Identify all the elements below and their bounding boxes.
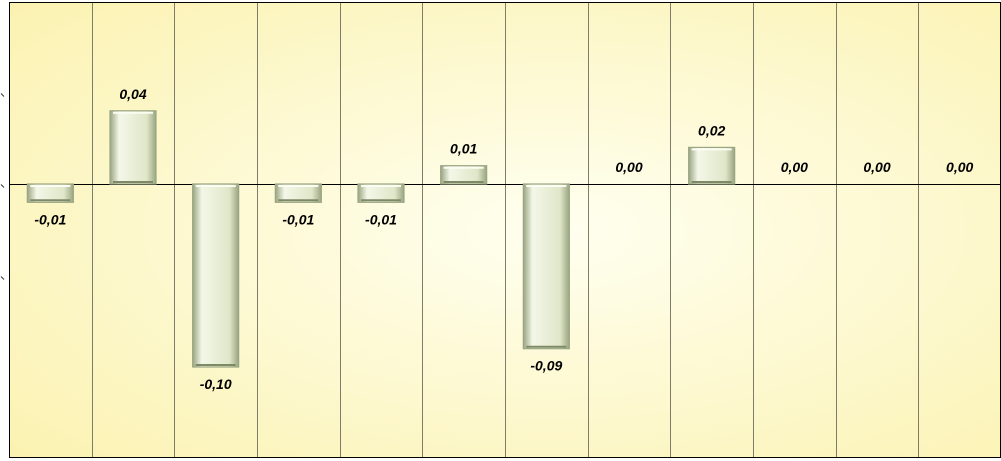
y-axis-ticks [0,93,5,280]
bar [357,183,405,203]
bar-body [357,183,405,203]
bar [26,183,74,203]
bar-body [109,110,157,185]
bar-body [26,183,74,203]
bar [274,183,322,203]
value-label: -0,01 [34,211,66,227]
value-label: 0,02 [698,122,725,138]
value-label: 0,04 [119,86,146,102]
plot-area [9,2,1001,458]
bar [522,183,570,350]
bar [109,110,157,185]
value-labels: -0,01 0,04 -0,10 -0,01 -0,01 0,01 -0,09 0,00 0,0… [34,86,973,392]
y-tick-mark [0,184,5,188]
value-label: 0,00 [781,159,808,175]
value-label: 0,01 [450,141,477,157]
y-tick-mark [0,276,5,280]
value-label: -0,10 [200,376,232,392]
bar-body [688,146,736,185]
bar-body [522,183,570,350]
value-label: 0,00 [946,159,973,175]
bar [440,165,488,185]
y-tick-mark [0,93,5,97]
value-label: -0,09 [530,358,562,374]
bar-body [440,165,488,185]
value-label: -0,01 [282,211,314,227]
value-label: 0,00 [863,159,890,175]
value-label: -0,01 [365,211,397,227]
bar-body [274,183,322,203]
bars [26,110,736,368]
bar [688,146,736,185]
value-label: 0,00 [615,159,642,175]
bar [192,183,240,368]
bar-body [192,183,240,368]
